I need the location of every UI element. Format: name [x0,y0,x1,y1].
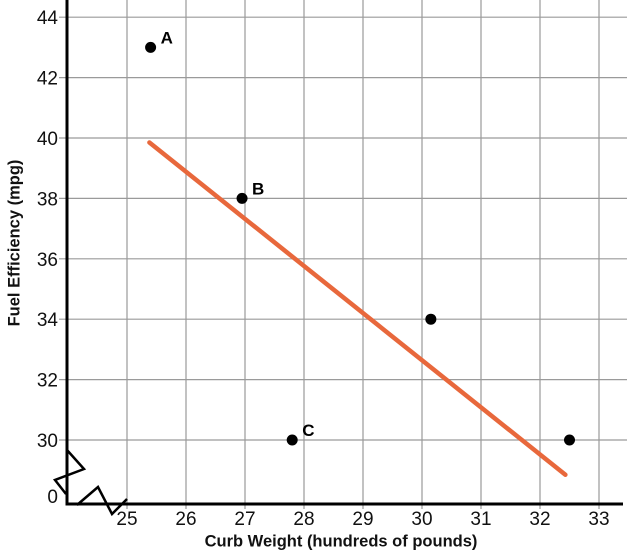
x-tick-label: 27 [234,509,255,530]
data-point [425,313,437,325]
x-tick-label: 26 [175,509,196,530]
y-tick-label: 36 [37,250,58,271]
point-label-b: B [252,179,264,198]
y-tick-label: 32 [37,371,58,392]
y-tick-label: 34 [37,310,59,331]
x-tick-label: 31 [470,509,491,530]
x-tick-label: 32 [529,509,550,530]
data-point [564,434,575,446]
origin-label: 0 [47,487,58,508]
x-axis-break-icon [76,485,128,517]
x-tick-label: 33 [588,509,609,530]
y-tick-label: 44 [37,8,59,29]
x-tick-label: 28 [293,509,314,530]
data-point-b [236,192,248,204]
x-axis-title: Curb Weight (hundreds of pounds) [204,532,478,551]
y-axis-title: Fuel Efficiency (mpg) [5,159,24,327]
point-label-a: A [161,28,173,47]
y-tick-label: 38 [37,189,58,210]
data-point-c [286,434,298,446]
x-tick-label: 29 [352,509,373,530]
x-tick-label: 25 [116,509,137,530]
data-point-a [145,41,157,53]
point-label-c: C [302,421,314,440]
y-tick-label: 42 [37,69,58,90]
y-axis-break-icon [52,449,87,495]
y-tick-label: 40 [37,129,58,150]
y-tick-label: 30 [37,431,58,452]
trend-line [147,140,568,477]
x-tick-label: 30 [411,509,432,530]
